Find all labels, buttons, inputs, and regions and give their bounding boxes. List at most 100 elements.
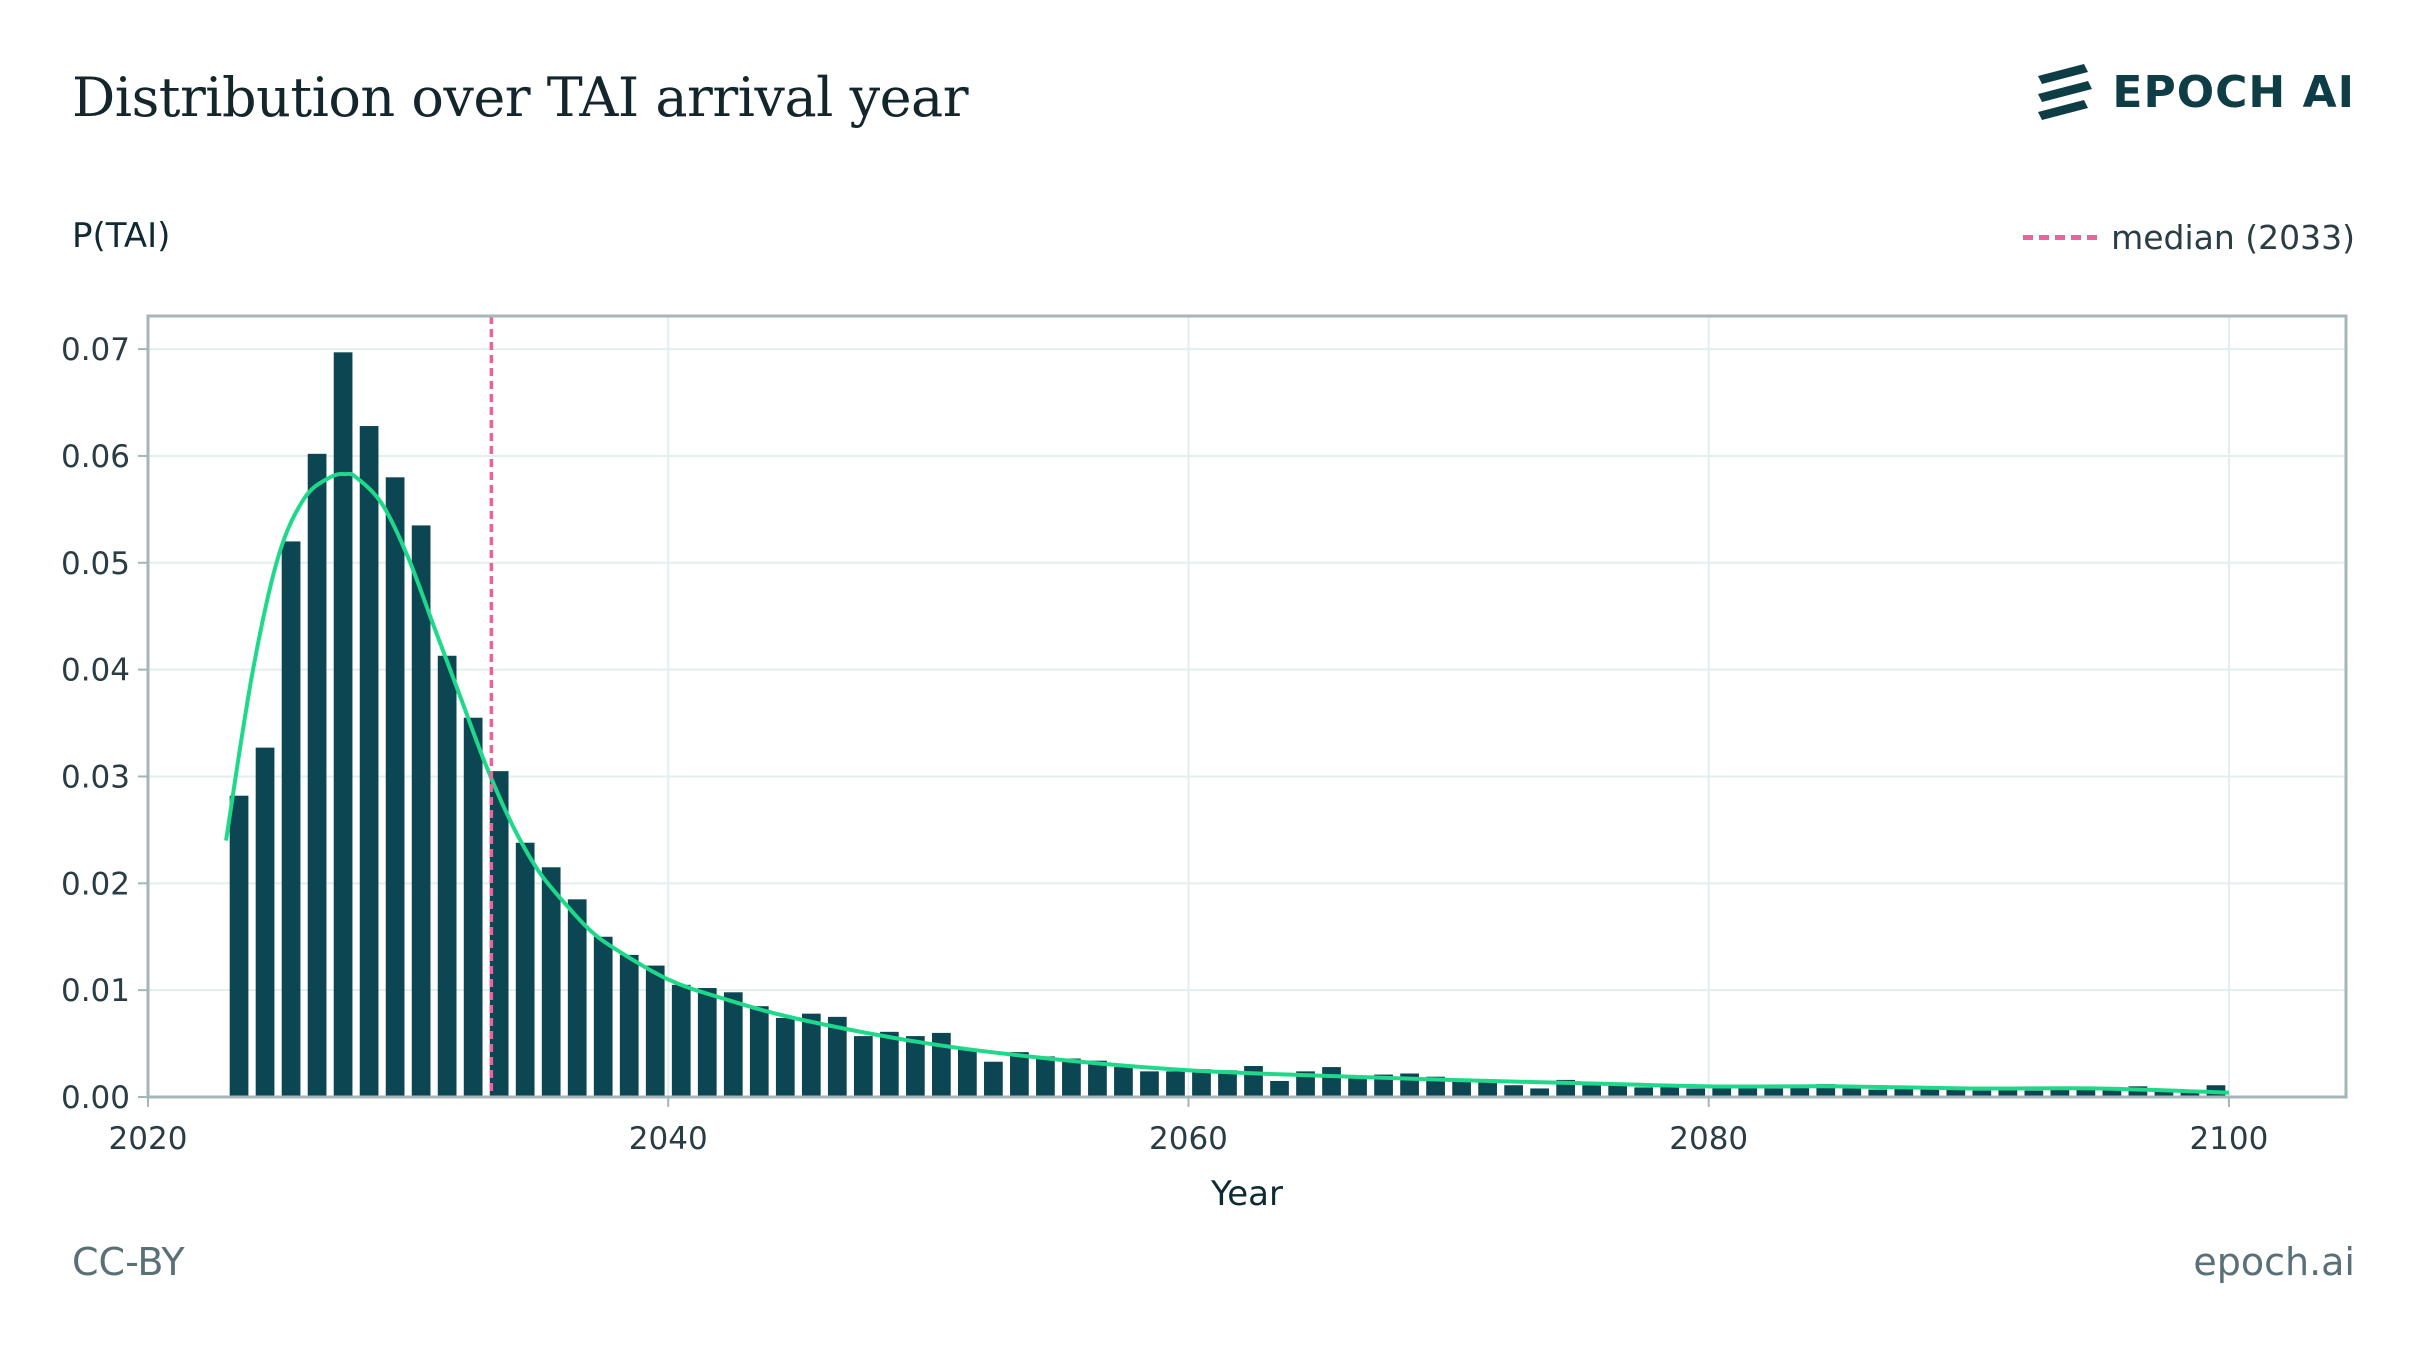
plot-frame — [146, 314, 2348, 1099]
bar — [1478, 1080, 1497, 1097]
x-tick-label: 2060 — [1149, 1121, 1228, 1157]
bar — [463, 717, 483, 1097]
bar — [801, 1013, 821, 1097]
bar — [2050, 1089, 2070, 1097]
x-tick-label: 2040 — [629, 1121, 708, 1157]
bar — [1192, 1069, 1211, 1097]
x-tick-label: 2020 — [109, 1121, 188, 1157]
tick-labels: 0.00 0.01 0.02 0.03 0.04 0.05 0.06 0.07 2020 2040… — [61, 332, 2268, 1157]
bar — [775, 1017, 795, 1097]
bar — [2128, 1086, 2148, 1097]
bar — [1634, 1087, 1654, 1097]
brand-name: EPOCH AI — [2112, 66, 2355, 118]
bar — [1868, 1089, 1888, 1097]
plot-border — [146, 314, 2348, 1099]
bar — [1686, 1088, 1706, 1097]
bar — [879, 1031, 899, 1097]
bar — [1920, 1087, 1940, 1097]
bar — [1270, 1080, 1289, 1097]
bar — [1166, 1071, 1185, 1097]
x-tick-label: 2080 — [1669, 1121, 1748, 1157]
bar — [1452, 1079, 1471, 1097]
bar — [2024, 1090, 2044, 1097]
x-tick-label: 2100 — [2189, 1121, 2268, 1157]
bar — [1010, 1052, 1029, 1097]
bar — [1530, 1088, 1549, 1097]
y-tick-label: 0.03 — [61, 759, 130, 795]
bar — [385, 477, 405, 1097]
bar — [593, 936, 613, 1097]
bar — [749, 1006, 769, 1097]
bar — [1660, 1085, 1680, 1097]
bar — [1504, 1085, 1523, 1097]
epoch-logo-icon — [2038, 64, 2093, 120]
bar — [1374, 1074, 1393, 1097]
bar — [1244, 1066, 1263, 1097]
bar — [2180, 1090, 2200, 1097]
bar — [905, 1036, 925, 1097]
bar — [1062, 1058, 1081, 1097]
bar — [515, 842, 535, 1097]
bar — [827, 1016, 847, 1097]
bar — [984, 1061, 1003, 1097]
bar — [697, 988, 717, 1097]
bar — [1296, 1071, 1315, 1097]
bar — [1998, 1089, 2018, 1097]
legend: median (2033) — [2023, 218, 2355, 257]
bar — [567, 899, 587, 1097]
bar — [723, 992, 743, 1097]
bar — [619, 954, 639, 1097]
x-axis-title: Year — [1210, 1174, 1283, 1214]
bar — [255, 747, 275, 1097]
median-legend-swatch — [2023, 235, 2098, 240]
bar — [1218, 1070, 1237, 1097]
bar — [229, 795, 249, 1097]
site-link[interactable]: epoch.ai — [2193, 1240, 2355, 1284]
license-label: CC-BY — [72, 1240, 185, 1284]
y-axis-title: P(TAI) — [72, 216, 171, 256]
bar — [1582, 1085, 1602, 1097]
bar — [489, 771, 509, 1097]
grid — [147, 316, 2346, 1098]
y-tick-label: 0.04 — [61, 653, 130, 689]
y-tick-label: 0.07 — [61, 332, 130, 368]
bar — [1322, 1067, 1341, 1097]
bar — [541, 867, 561, 1097]
bar — [1894, 1088, 1914, 1097]
y-tick-label: 0.01 — [61, 973, 130, 1009]
bar — [853, 1036, 873, 1097]
bar — [1712, 1087, 1732, 1097]
brand-logo: EPOCH AI — [2034, 62, 2355, 122]
bar — [1790, 1087, 1810, 1097]
bar — [1972, 1090, 1992, 1097]
density-curve — [224, 471, 2230, 1095]
bar — [1608, 1084, 1628, 1097]
chart-title: Distribution over TAI arrival year — [72, 66, 969, 129]
bar — [1764, 1088, 1784, 1097]
bar — [2102, 1089, 2122, 1097]
bar — [1036, 1056, 1055, 1097]
bar — [359, 426, 379, 1097]
bar — [931, 1032, 951, 1097]
density-curve-group — [224, 471, 2230, 1095]
y-tick-label: 0.06 — [61, 439, 130, 475]
y-tick-label: 0.00 — [61, 1080, 130, 1116]
bar — [1088, 1060, 1107, 1097]
bars — [229, 352, 2226, 1098]
bar — [645, 965, 665, 1097]
bar — [1140, 1071, 1159, 1097]
bar — [437, 655, 457, 1097]
bar — [281, 541, 301, 1097]
bar — [2154, 1089, 2174, 1097]
bar — [1114, 1067, 1133, 1097]
bar — [2076, 1088, 2096, 1097]
bar — [1946, 1089, 1966, 1097]
bar — [333, 352, 353, 1098]
bar — [1426, 1076, 1445, 1097]
bar — [671, 984, 691, 1097]
bar — [1842, 1088, 1862, 1097]
bar — [958, 1048, 977, 1097]
bar — [411, 525, 431, 1097]
bar — [1348, 1077, 1367, 1097]
